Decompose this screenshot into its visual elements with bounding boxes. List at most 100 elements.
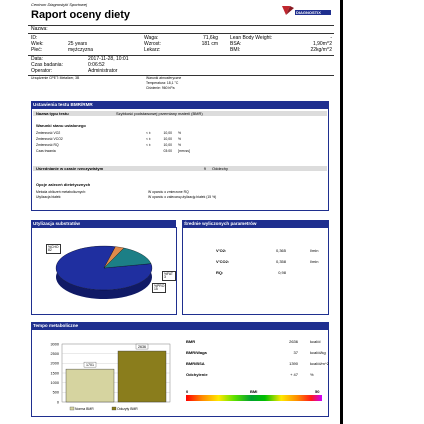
stability-row-value: 10,00 — [163, 137, 173, 141]
bar-value-box — [83, 361, 97, 368]
lbw-value: - — [330, 35, 332, 41]
average-row-label: V'O2: — [216, 248, 227, 253]
pro-label: %PRO 15 — [152, 283, 166, 294]
bar-value-label: 2636 — [138, 345, 146, 349]
substrate-pie-chart — [55, 245, 153, 299]
average-row-label: RQ: — [216, 270, 224, 275]
diagnostix-logo: DIAGNOSTIX — [280, 4, 332, 18]
method-value: W oparciu o zmierzone RQ — [148, 190, 189, 194]
cho-label: %CHO 82 — [46, 244, 61, 255]
cho-label-value: 82 — [48, 248, 52, 253]
metabolic-row-unit: kcal/d/m^2 — [310, 361, 329, 366]
method-label: Metoda obliczeń metabolicznych: — [36, 190, 86, 194]
age-value: 25 years — [68, 41, 88, 47]
legend-label-norm: Norma BMR — [75, 407, 94, 411]
name-label: Nazwa: — [31, 26, 48, 32]
substrates-panel — [31, 227, 177, 315]
settings-panel — [31, 108, 329, 211]
pro-label-value: 15 — [154, 287, 158, 292]
fat-label: %FAT 3 — [162, 271, 176, 282]
metabolic-row-unit: % — [310, 372, 314, 377]
metabolic-row-unit: kcal/d/kg — [310, 350, 326, 355]
env-temperature: Temperatura: 18,1 °C — [146, 81, 179, 85]
metabolic-row-value: 2636 — [289, 339, 298, 344]
env-title: Warunki atmosferyczne — [146, 76, 182, 80]
averaging-unit: Oddechy — [212, 165, 229, 171]
average-row-value: 0,365 — [275, 248, 286, 253]
stability-row-op: < ± — [146, 137, 151, 141]
bar-value-label: 1701 — [86, 363, 94, 367]
lbw-label: Lean Body Weight: — [230, 35, 273, 41]
bmi-color-scale — [186, 395, 322, 401]
settings-section-header: Ustawienia testu BMR/RMR — [31, 101, 329, 108]
average-row-value: 0,98 — [278, 270, 286, 275]
stability-row-value: 10,00 — [163, 143, 173, 147]
substrates-section-header: Utylizacja substratów — [31, 220, 176, 227]
id-label: ID: — [31, 35, 38, 41]
metabolic-row-label: BMR/Waga — [186, 350, 207, 355]
stability-row-value: 03:00 — [163, 149, 173, 153]
scale-label: BMI — [250, 389, 258, 394]
sex-label: Płeć: — [31, 47, 43, 53]
center-name: Centrum Diagnostyki Sportowej — [31, 2, 88, 7]
cho-label-name: %CHO — [48, 244, 59, 249]
metabolic-row-label: BMR/BSA — [186, 361, 205, 366]
device-info: Urządzenie CPET: Metalizer, 3B — [31, 76, 80, 80]
scale-min: 0 — [186, 389, 189, 394]
stability-row-label: Zmienność RQ — [36, 143, 59, 147]
averages-panel — [182, 227, 329, 315]
logo-text: DIAGNOSTIX — [296, 10, 321, 15]
stability-row-unit: % — [178, 137, 182, 141]
averages-section-header: Średnie wyliczonych parametrów — [182, 220, 329, 227]
stability-row-op: < ± — [146, 131, 151, 135]
legend-swatch-norm — [69, 406, 75, 411]
metabolic-row-label: Odchylenie — [186, 372, 208, 377]
y-tick-label: 0 — [57, 400, 59, 404]
average-row-unit: l/min — [310, 259, 319, 264]
metabolic-section-header: Tempo metaboliczne — [31, 322, 329, 329]
fat-label-value: 3 — [164, 275, 166, 280]
report-page: Centrum Diagnostyki Sportowej Raport oce… — [28, 0, 334, 424]
duration-label: Czas badania: — [31, 62, 63, 68]
report-title: Raport oceny diety — [31, 9, 131, 21]
fat-label-name: %FAT — [164, 271, 173, 276]
bsa-value: 1,90m^2 — [312, 41, 332, 47]
stability-row-unit: % — [178, 143, 182, 147]
bmr-bar-chart: 0 500 1000 1500 2000 2500 3000 1701 2636 Norma BM… — [51, 342, 171, 411]
height-label: Wzrost: — [144, 41, 161, 47]
metabolic-panel — [31, 329, 329, 417]
protein-value: W oparciu o zalecaną utylizację białek (… — [148, 195, 217, 199]
y-tick-label: 3000 — [51, 342, 59, 346]
legend-swatch-measured — [111, 406, 117, 411]
date-label: Data: — [31, 56, 43, 62]
logo-icon: DIAGNOSTIX — [282, 6, 331, 15]
averaging-label: Uśrednianie w czasie rzeczywistym — [36, 165, 104, 171]
stability-row-op: < ± — [146, 143, 151, 147]
env-pressure: Ciśnienie: 960 hPa — [146, 86, 175, 90]
y-tick-label: 1000 — [51, 381, 59, 385]
date-value: 2017-11-28, 10:01 — [88, 56, 129, 62]
test-type-label: Nazwa typu testu — [36, 110, 69, 116]
averaging-value: 9 — [203, 165, 206, 171]
metabolic-row-label: BMR — [186, 339, 196, 344]
operator-value: Administrator — [88, 68, 118, 74]
weight-value: 71,6kg — [202, 35, 218, 41]
stability-row-label: Czas trwania — [36, 149, 56, 153]
age-label: Wiek: — [31, 41, 44, 47]
legend-label-measured: Odczyty BMR — [117, 407, 138, 411]
pro-label-name: %PRO — [154, 283, 165, 288]
height-value: 181 cm — [201, 41, 218, 47]
page-edge-border — [340, 0, 343, 424]
y-tick-label: 500 — [53, 391, 59, 395]
y-tick-label: 2500 — [51, 352, 59, 356]
metabolic-row-value: 1390 — [289, 361, 298, 366]
protein-label: Utylizacja białek: — [36, 195, 62, 199]
sex-value: mężczyzna — [68, 47, 94, 53]
weight-label: Waga: — [144, 35, 159, 41]
stability-row-value: 10,00 — [163, 131, 173, 135]
bsa-label: BSA: — [230, 41, 242, 47]
options-title: Opcje zaleceń dietetycznych — [36, 182, 91, 187]
average-row-value: 0,358 — [275, 259, 286, 264]
stability-row-unit: [mm:ss] — [178, 149, 190, 153]
metabolic-row-unit: kcal/d — [310, 339, 321, 344]
